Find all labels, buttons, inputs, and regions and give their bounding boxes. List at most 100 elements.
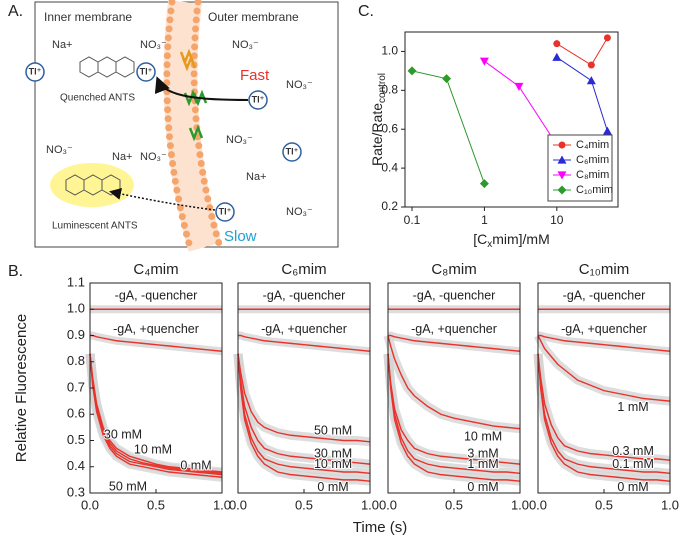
lipid-heads <box>190 0 224 251</box>
fit-line <box>537 353 671 475</box>
membrane <box>163 0 222 252</box>
series-line <box>556 56 608 132</box>
point <box>602 126 612 135</box>
y-tick-label: 0.4 <box>67 458 85 473</box>
series-line <box>484 60 558 146</box>
legend-marker <box>558 141 566 149</box>
y-tick-label: 0.6 <box>381 121 398 135</box>
thallium: Tl⁺ Tl⁺ Tl⁺ Tl⁺ Tl⁺ <box>25 62 302 222</box>
x-tick-label: 0.0 <box>529 497 547 512</box>
ion-label: Na+ <box>246 171 267 183</box>
x-tick-label: 10 <box>550 213 564 227</box>
fit-line <box>237 353 371 443</box>
fit-line <box>388 334 521 352</box>
fit-line <box>237 353 371 482</box>
y-tick-label: 0.7 <box>67 379 85 394</box>
panel-title: C₄mim <box>133 261 178 278</box>
ion-label: Tl⁺ <box>219 206 232 216</box>
y-tick-label: 0.8 <box>381 83 398 97</box>
fit-line <box>537 353 671 482</box>
diagram-label: Slow <box>224 228 257 245</box>
fit-line <box>89 353 223 476</box>
trace-spread <box>85 353 223 480</box>
x-tick-label: 0.1 <box>404 213 421 227</box>
legend-label: C₈mim <box>576 169 609 181</box>
y-axis-label: Rate/Ratecontrol <box>369 73 388 166</box>
curve-label: 0 mM <box>180 458 211 472</box>
plot-frame <box>404 31 619 208</box>
x-tick-label: 1.0 <box>213 497 231 512</box>
ion-label: NO₃⁻ <box>226 134 253 146</box>
fit-line <box>537 353 671 461</box>
x-tick-label: 1.0 <box>361 497 379 512</box>
curve-label: -gA, +quencher <box>113 322 199 336</box>
point <box>407 66 417 76</box>
legend-marker <box>557 185 567 195</box>
fit-line <box>237 353 371 465</box>
y-tick-label: 0.8 <box>67 353 85 368</box>
y-tick-label: 0.5 <box>67 432 85 447</box>
curve-label: 10 mM <box>464 430 502 444</box>
ion-label: Na+ <box>52 39 73 51</box>
panel-label: C. <box>358 3 374 20</box>
curve-label: -gA, -quencher <box>563 289 646 303</box>
curve-label: 1 mM <box>467 457 498 471</box>
y-tick-label: 0.2 <box>381 199 398 213</box>
ion-label: Tl⁺ <box>140 66 153 76</box>
panel-label: B. <box>8 263 23 280</box>
fit-line <box>89 353 223 478</box>
ion-label: Tl⁺ <box>286 146 299 156</box>
diagram-label: Quenched ANTS <box>60 93 135 104</box>
curve-label: 10 mM <box>134 442 172 456</box>
y-tick-label: 0.9 <box>67 327 85 342</box>
point <box>479 179 489 189</box>
x-tick-label: 1.0 <box>661 497 679 512</box>
y-tick-label: 0.4 <box>381 160 398 174</box>
curve-label: -gA, +quencher <box>561 322 647 336</box>
x-tick-label: 0.5 <box>147 497 165 512</box>
curve-label: -gA, +quencher <box>261 322 347 336</box>
arrow <box>109 188 216 211</box>
curve-label: 50 mM <box>314 423 352 437</box>
series-line <box>556 37 608 66</box>
panel-title: C₈mim <box>431 261 476 278</box>
panel-title: C₆mim <box>281 261 326 278</box>
ion-label: NO₃⁻ <box>286 79 313 91</box>
curve-label: 10 mM <box>314 457 352 471</box>
fit-line <box>537 335 671 402</box>
y-axis-label-part: Rate/Rate <box>369 103 385 166</box>
curve-label: 0.1 mM <box>612 457 654 471</box>
fit-line <box>387 335 521 430</box>
glow <box>50 163 134 207</box>
curve-label: 0 mM <box>617 480 648 494</box>
panel-title: C₁₀mim <box>579 261 629 278</box>
point <box>479 57 489 66</box>
x-tick-label: 1 <box>481 213 488 227</box>
curve-label: 50 mM <box>109 479 147 493</box>
point <box>587 61 595 69</box>
fit-line <box>90 334 223 352</box>
fit-line <box>538 334 671 352</box>
x-axis-label: [Cxmim]/mM <box>473 231 550 250</box>
curve-label: 3 mM <box>467 446 498 460</box>
fit-line <box>387 353 521 475</box>
y-axis-label-sub: control <box>377 73 388 103</box>
ion-label: NO₃⁻ <box>286 206 313 218</box>
x-tick-label: 1.0 <box>511 497 529 512</box>
y-tick-label: 1.0 <box>67 301 85 316</box>
series-line <box>411 70 485 184</box>
x-tick-label: 0.0 <box>81 497 99 512</box>
y-tick-label: 0.6 <box>67 406 85 421</box>
x-tick-label: 0.0 <box>379 497 397 512</box>
x-tick-label: 0.5 <box>445 497 463 512</box>
x-axis-label-sub: x <box>487 239 492 250</box>
point <box>514 82 524 91</box>
lipid-heads <box>163 0 194 251</box>
x-axis-label-part: mim]/mM <box>492 231 550 247</box>
ion-label: NO₃⁻ <box>46 144 73 156</box>
curve-label: -gA, -quencher <box>115 289 198 303</box>
diagram-label: Fast <box>240 67 270 84</box>
channel <box>188 124 204 142</box>
ion-label: Tl⁺ <box>252 94 265 104</box>
